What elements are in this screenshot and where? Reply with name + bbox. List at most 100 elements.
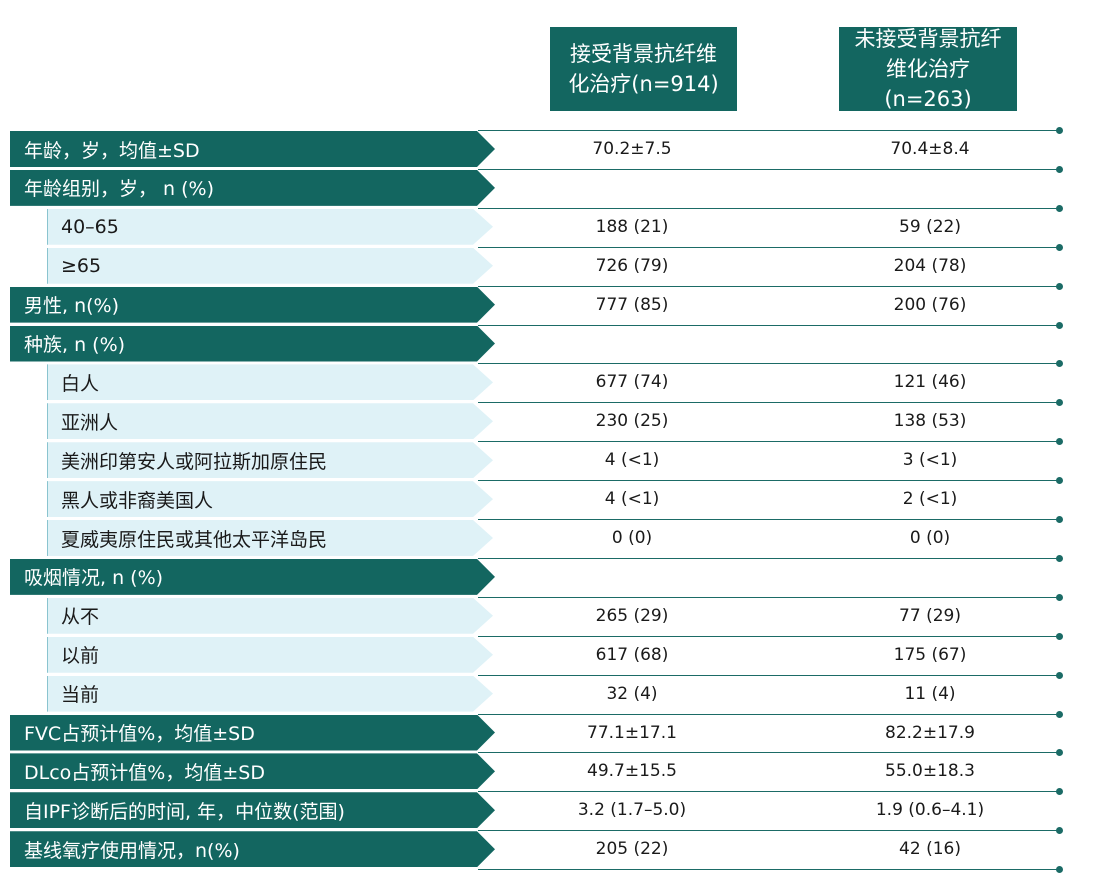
divider-dot (1056, 283, 1063, 290)
table-row: 美洲印第安人或阿拉斯加原住民 4 (<1) 3 (<1) (0, 441, 1096, 480)
value-untreated: 59 (22) (899, 216, 961, 237)
row-divider (478, 675, 1060, 676)
row-label: 夏威夷原住民或其他太平洋岛民 (47, 520, 493, 556)
row-divider (478, 791, 1060, 792)
value-treated: 265 (29) (595, 605, 669, 626)
value-untreated: 82.2±17.9 (885, 722, 975, 743)
row-label: 基线氧疗使用情况，n(%) (10, 831, 495, 868)
table-row: 种族, n (%) (0, 325, 1096, 364)
table-row: 40–65 188 (21) 59 (22) (0, 208, 1096, 247)
table-row: ≥65 726 (79) 204 (78) (0, 247, 1096, 286)
row-divider (478, 830, 1060, 831)
value-untreated: 42 (16) (899, 839, 961, 860)
value-treated (548, 170, 716, 206)
row-label: 吸烟情况, n (%) (10, 558, 495, 595)
row-label: 种族, n (%) (10, 325, 495, 362)
divider-dot (1056, 438, 1063, 445)
row-divider (478, 325, 1060, 326)
row-label: ≥65 (47, 247, 493, 284)
divider-dot (1056, 360, 1063, 367)
row-divider (478, 636, 1060, 637)
row-label: 自IPF诊断后的时间, 年，中位数(范围) (10, 792, 495, 829)
divider-dot (1056, 633, 1063, 640)
row-label: 年龄，岁，均值±SD (10, 131, 495, 167)
row-label: 以前 (47, 636, 493, 673)
value-treated (548, 559, 716, 595)
divider-dot (1056, 127, 1063, 134)
value-treated: 32 (4) (606, 683, 658, 704)
row-divider (478, 247, 1060, 248)
table-row: 男性, n(%) 777 (85) 200 (76) (0, 286, 1096, 325)
row-divider (478, 441, 1060, 442)
row-divider (478, 519, 1060, 520)
value-untreated: 11 (4) (904, 683, 956, 704)
table-row: 年龄，岁，均值±SD 70.2±7.5 70.4±8.4 (0, 130, 1096, 169)
column-header-treated: 接受背景抗纤维 化治疗(n=914) (550, 27, 737, 111)
value-treated: 617 (68) (595, 644, 669, 665)
row-label: 年龄组别，岁， n (%) (10, 169, 495, 206)
row-label: 白人 (47, 364, 493, 401)
table-row: 基线氧疗使用情况，n(%) 205 (22) 42 (16) (0, 830, 1096, 869)
row-divider (478, 286, 1060, 287)
row-label: 男性, n(%) (10, 286, 495, 323)
value-treated: 205 (22) (595, 839, 669, 860)
divider-dot (1056, 205, 1063, 212)
row-label: 黑人或非裔美国人 (47, 481, 493, 518)
value-untreated: 3 (<1) (902, 450, 958, 471)
value-untreated: 175 (67) (893, 644, 967, 665)
table-row: 亚洲人 230 (25) 138 (53) (0, 402, 1096, 441)
value-treated: 4 (<1) (604, 450, 660, 471)
divider-dot (1056, 788, 1063, 795)
value-treated: 77.1±17.1 (587, 722, 677, 743)
row-label: FVC占预计值%，均值±SD (10, 714, 495, 751)
value-treated: 4 (<1) (604, 489, 660, 510)
table-row: FVC占预计值%，均值±SD 77.1±17.1 82.2±17.9 (0, 714, 1096, 753)
row-divider (478, 130, 1060, 131)
table-row: DLco占预计值%，均值±SD 49.7±15.5 55.0±18.3 (0, 752, 1096, 791)
row-label: 从不 (47, 597, 493, 634)
value-untreated: 70.4±8.4 (890, 139, 970, 159)
value-untreated (837, 326, 1023, 362)
row-divider (478, 714, 1060, 715)
divider-dot (1056, 594, 1063, 601)
value-treated: 777 (85) (595, 294, 669, 315)
value-untreated: 55.0±18.3 (885, 761, 975, 782)
row-divider (478, 869, 1060, 870)
value-treated: 677 (74) (595, 372, 669, 393)
value-untreated: 200 (76) (893, 294, 967, 315)
value-treated: 70.2±7.5 (592, 139, 672, 159)
value-treated: 230 (25) (595, 411, 669, 432)
table-row: 黑人或非裔美国人 4 (<1) 2 (<1) (0, 480, 1096, 519)
value-untreated: 77 (29) (899, 605, 961, 626)
divider-dot (1056, 322, 1063, 329)
row-divider (478, 169, 1060, 170)
divider-dot (1056, 166, 1063, 173)
row-label: 亚洲人 (47, 403, 493, 440)
value-untreated: 0 (0) (909, 528, 951, 548)
value-untreated: 204 (78) (893, 255, 967, 276)
row-divider (478, 402, 1060, 403)
row-divider (478, 597, 1060, 598)
divider-dot (1056, 827, 1063, 834)
row-label: 美洲印第安人或阿拉斯加原住民 (47, 442, 493, 479)
column-header-line: 未接受背景抗纤 (854, 27, 1002, 51)
column-header-line: 维化治疗(n=263) (884, 57, 972, 111)
row-label: 当前 (47, 675, 493, 712)
table-row: 吸烟情况, n (%) (0, 558, 1096, 597)
divider-dot (1056, 399, 1063, 406)
value-untreated: 121 (46) (893, 372, 967, 393)
column-header-untreated: 未接受背景抗纤 维化治疗(n=263) (839, 27, 1017, 111)
value-treated: 0 (0) (611, 528, 653, 548)
divider-dot (1056, 711, 1063, 718)
table-row: 自IPF诊断后的时间, 年，中位数(范围) 3.2 (1.7–5.0) 1.9 (0… (0, 791, 1096, 830)
row-label: 40–65 (47, 208, 493, 245)
table-row: 夏威夷原住民或其他太平洋岛民 0 (0) 0 (0) (0, 519, 1096, 558)
value-treated: 188 (21) (595, 216, 669, 237)
divider-dot (1056, 555, 1063, 562)
divider-dot (1056, 516, 1063, 523)
row-divider (478, 558, 1060, 559)
column-header-line: 接受背景抗纤维 (570, 42, 717, 66)
table-row: 白人 677 (74) 121 (46) (0, 363, 1096, 402)
value-untreated: 138 (53) (893, 411, 967, 432)
value-treated: 49.7±15.5 (587, 761, 677, 782)
